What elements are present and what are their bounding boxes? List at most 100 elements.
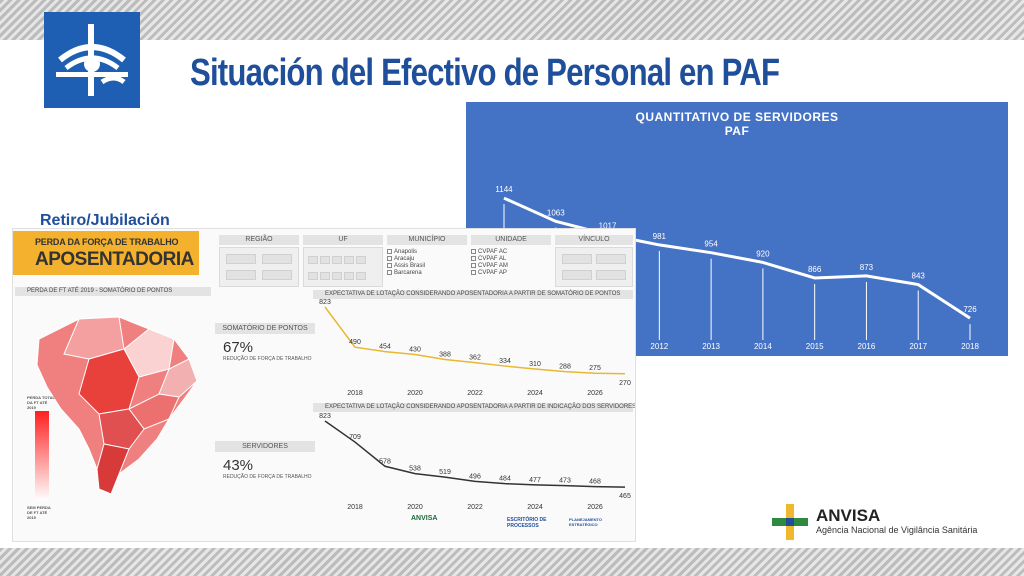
chart2-header: EXPECTATIVA DE LOTAÇÃO CONSIDERANDO APOS… <box>313 403 635 412</box>
filter-option[interactable] <box>596 254 626 264</box>
filter-option[interactable] <box>308 272 318 280</box>
bottom-stripes-decoration <box>0 548 1024 576</box>
institution-logo <box>44 12 140 108</box>
x-tick-label: 2017 <box>909 342 927 351</box>
filter-option[interactable] <box>226 270 256 280</box>
series-line <box>503 196 971 320</box>
kpi2-header: SERVIDORES <box>215 441 315 452</box>
x-tick-label: 2018 <box>961 342 979 351</box>
section-label: Retiro/Jubilación <box>40 212 170 229</box>
anvisa-subtitle: Agência Nacional de Vigilância Sanitária <box>816 525 978 535</box>
map-header: PERDA DE FT ATÉ 2019 - SOMATÓRIO DE PONT… <box>15 287 211 296</box>
data-label: 496 <box>469 473 481 480</box>
filter-header-uf: UF <box>303 235 383 245</box>
data-label: 310 <box>529 361 541 368</box>
filter-option[interactable] <box>308 256 318 264</box>
municipio-item[interactable]: Anapolis <box>387 249 425 256</box>
map-color-scale <box>35 411 49 501</box>
x-tick-label: 2026 <box>587 504 603 511</box>
eye-cross-logo-icon <box>56 24 128 96</box>
data-label: 866 <box>808 265 822 274</box>
kpi1-sub: REDUÇÃO DE FORÇA DE TRABALHO <box>223 356 312 362</box>
dashboard-banner: PERDA DA FORÇA DE TRABALHO APOSENTADORIA <box>13 231 199 275</box>
filter-option[interactable] <box>596 270 626 280</box>
data-label: 468 <box>589 479 601 486</box>
municipio-list[interactable]: Anapolis Aracaju Assis Brasil Barcarena <box>387 249 425 277</box>
filter-option[interactable] <box>562 254 592 264</box>
filter-option[interactable] <box>332 272 342 280</box>
municipio-item[interactable]: Assis Brasil <box>387 263 425 270</box>
data-label: 920 <box>756 249 770 258</box>
kpi2-value: 43% <box>223 457 254 474</box>
filter-header-municipio: MUNICÍPIO <box>387 235 467 245</box>
filter-uf[interactable] <box>303 247 383 287</box>
series-line <box>324 306 626 375</box>
filter-header-unidade: UNIDADE <box>471 235 551 245</box>
map-region[interactable] <box>98 408 145 450</box>
dashboard-footer-logo-planejamento: PLANEJAMENTO ESTRATÉGICO <box>569 517 603 527</box>
data-label: 873 <box>860 263 874 272</box>
filter-option[interactable] <box>356 272 366 280</box>
filter-option[interactable] <box>344 272 354 280</box>
data-label: 288 <box>559 364 571 371</box>
x-tick-label: 2020 <box>407 504 423 511</box>
kpi2-sub: REDUÇÃO DE FORÇA DE TRABALHO <box>223 474 312 480</box>
map-region[interactable] <box>158 358 198 398</box>
filter-option[interactable] <box>320 272 330 280</box>
anvisa-logo: ANVISA Agência Nacional de Vigilância Sa… <box>770 502 977 542</box>
filter-regiao[interactable] <box>219 247 299 287</box>
filter-option[interactable] <box>332 256 342 264</box>
data-label: 578 <box>379 458 391 465</box>
filter-option[interactable] <box>262 270 292 280</box>
municipio-item[interactable]: Barcarena <box>387 270 425 277</box>
points-projection-chart: 823 490 454 430 388 362 334 310 288 275 270 2018 202… <box>319 299 631 397</box>
filter-option[interactable] <box>262 254 292 264</box>
unidade-item[interactable]: CVPAF AL <box>471 256 508 263</box>
x-tick-label: 2013 <box>702 342 720 351</box>
dashboard-footer-logo-processos: ESCRITÓRIO DE PROCESSOS <box>507 517 547 529</box>
data-label: 484 <box>499 476 511 483</box>
unidade-list[interactable]: CVPAF AC CVPAF AL CVPAF AM CVPAF AP <box>471 249 508 277</box>
unidade-item[interactable]: CVPAF AM <box>471 263 508 270</box>
data-label: 362 <box>469 355 481 362</box>
anvisa-cross-icon <box>772 504 808 540</box>
filter-option[interactable] <box>562 270 592 280</box>
data-label: 334 <box>499 358 511 365</box>
unidade-item[interactable]: CVPAF AC <box>471 249 508 256</box>
filter-option[interactable] <box>356 256 366 264</box>
series-line <box>324 420 626 488</box>
kpi1-header: SOMATÓRIO DE PONTOS <box>215 323 315 334</box>
x-tick-label: 2012 <box>650 342 668 351</box>
data-label: 388 <box>439 352 451 359</box>
top-stripes-decoration <box>0 0 1024 40</box>
banner-line1: PERDA DA FORÇA DE TRABALHO <box>35 237 179 247</box>
page-title: Situación del Efectivo de Personal en PA… <box>190 52 780 94</box>
data-label: 981 <box>653 232 667 241</box>
data-label: 275 <box>589 365 601 372</box>
staff-quantity-chart-svg: 1144 1063 1017 981 954 920 866 873 843 726 2012 201… <box>495 185 979 351</box>
chart1-header: EXPECTATIVA DE LOTAÇÃO CONSIDERANDO APOS… <box>313 290 633 299</box>
dashboard-footer-logo-anvisa: ANVISA <box>411 515 438 522</box>
x-tick-label: 2026 <box>587 390 603 397</box>
data-label: 954 <box>704 240 718 249</box>
filter-header-vinculo: VÍNCULO <box>555 235 633 245</box>
data-label: 709 <box>349 434 361 441</box>
data-label: 1063 <box>547 208 565 217</box>
map-region[interactable] <box>96 443 130 495</box>
brazil-map <box>36 316 198 495</box>
x-tick-label: 2014 <box>754 342 772 351</box>
filter-vinculo[interactable] <box>555 247 633 287</box>
data-label: 473 <box>559 478 571 485</box>
data-label: 843 <box>912 272 926 281</box>
data-label: 477 <box>529 477 541 484</box>
filter-option[interactable] <box>226 254 256 264</box>
filter-option[interactable] <box>320 256 330 264</box>
x-tick-label: 2020 <box>407 390 423 397</box>
unidade-item[interactable]: CVPAF AP <box>471 270 508 277</box>
x-tick-label: 2018 <box>347 390 363 397</box>
retirement-dashboard: PERDA DA FORÇA DE TRABALHO APOSENTADORIA… <box>12 228 636 542</box>
data-label: 823 <box>319 413 331 420</box>
municipio-item[interactable]: Aracaju <box>387 256 425 263</box>
filter-option[interactable] <box>344 256 354 264</box>
data-label: 823 <box>319 299 331 306</box>
